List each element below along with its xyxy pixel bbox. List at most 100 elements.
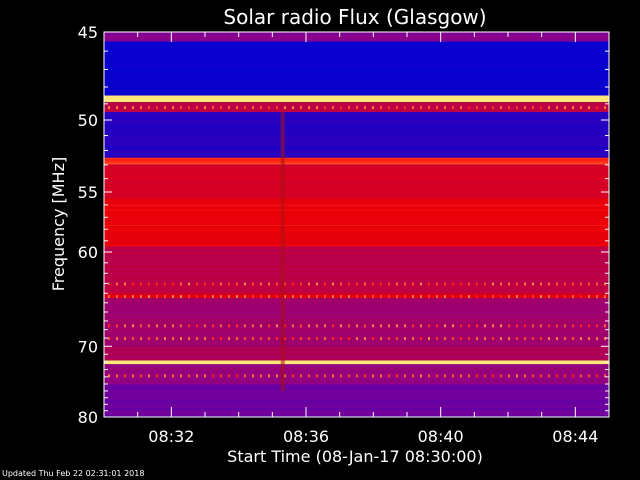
band-texture-line bbox=[104, 133, 609, 135]
band-texture-line bbox=[104, 329, 609, 331]
emission-dot bbox=[252, 337, 254, 341]
emission-dot bbox=[324, 337, 326, 341]
emission-dot bbox=[412, 324, 414, 328]
emission-dot bbox=[372, 337, 374, 341]
emission-dot bbox=[436, 106, 438, 110]
band-texture-line bbox=[104, 350, 609, 352]
emission-dot bbox=[172, 374, 174, 378]
emission-dot bbox=[588, 337, 590, 341]
emission-dot bbox=[532, 374, 534, 378]
emission-dot bbox=[300, 337, 302, 341]
axes: 45 50 55 60 70 80 08:32 08:36 08:40 08:44 bbox=[78, 23, 610, 446]
emission-dot bbox=[484, 374, 486, 378]
emission-dot bbox=[540, 106, 542, 110]
emission-dot bbox=[572, 337, 574, 341]
emission-dot bbox=[564, 374, 566, 378]
band-texture-line bbox=[104, 281, 609, 283]
band-texture-line bbox=[104, 40, 609, 42]
band-texture-line bbox=[104, 345, 609, 347]
emission-dot bbox=[300, 106, 302, 110]
band-texture-line bbox=[104, 171, 609, 173]
emission-dot bbox=[572, 295, 574, 299]
emission-dot bbox=[284, 337, 286, 341]
emission-dot bbox=[276, 337, 278, 341]
emission-dot bbox=[108, 106, 110, 110]
emission-dot bbox=[452, 374, 454, 378]
band-texture-line bbox=[104, 66, 609, 68]
emission-dot bbox=[428, 324, 430, 328]
emission-dot bbox=[212, 374, 214, 378]
band-texture-line bbox=[104, 356, 609, 358]
emission-dot bbox=[452, 295, 454, 299]
emission-dot bbox=[500, 324, 502, 328]
emission-dot bbox=[156, 324, 158, 328]
emission-dot bbox=[524, 374, 526, 378]
emission-dot bbox=[356, 374, 358, 378]
emission-dot bbox=[420, 374, 422, 378]
emission-dot bbox=[172, 324, 174, 328]
frequency-band bbox=[104, 360, 609, 365]
emission-dot bbox=[532, 337, 534, 341]
emission-dot bbox=[124, 282, 126, 286]
emission-dot bbox=[116, 295, 118, 299]
emission-dot bbox=[204, 324, 206, 328]
emission-dot bbox=[284, 324, 286, 328]
emission-dot bbox=[460, 106, 462, 110]
emission-dot bbox=[124, 324, 126, 328]
emission-dot bbox=[196, 324, 198, 328]
band-texture-line bbox=[104, 168, 609, 170]
emission-dot bbox=[388, 337, 390, 341]
emission-dot bbox=[548, 295, 550, 299]
emission-dot bbox=[428, 295, 430, 299]
emission-dot bbox=[244, 324, 246, 328]
emission-dot bbox=[356, 295, 358, 299]
emission-dot bbox=[140, 337, 142, 341]
emission-dot bbox=[532, 282, 534, 286]
emission-dot bbox=[468, 324, 470, 328]
band-texture-line bbox=[104, 123, 609, 125]
band-texture-line bbox=[104, 304, 609, 306]
band-texture-line bbox=[104, 89, 609, 91]
y-tick-label: 45 bbox=[78, 23, 98, 42]
emission-dot bbox=[524, 295, 526, 299]
emission-dot bbox=[548, 106, 550, 110]
emission-dot bbox=[180, 374, 182, 378]
band-texture-line bbox=[104, 179, 609, 181]
band-texture-line bbox=[104, 376, 609, 378]
emission-dot bbox=[268, 374, 270, 378]
emission-dot bbox=[180, 106, 182, 110]
emission-dot bbox=[148, 106, 150, 110]
emission-dot bbox=[252, 106, 254, 110]
emission-dot bbox=[236, 282, 238, 286]
emission-dot bbox=[460, 295, 462, 299]
band-texture-line bbox=[104, 159, 609, 161]
emission-dot bbox=[396, 106, 398, 110]
emission-dot bbox=[172, 337, 174, 341]
emission-dot bbox=[308, 106, 310, 110]
emission-dot bbox=[108, 337, 110, 341]
emission-dot bbox=[124, 337, 126, 341]
emission-dot bbox=[220, 374, 222, 378]
emission-dot bbox=[556, 106, 558, 110]
band-texture-line bbox=[104, 276, 609, 278]
emission-dot bbox=[276, 282, 278, 286]
emission-dot bbox=[292, 324, 294, 328]
emission-dot bbox=[468, 282, 470, 286]
emission-dot bbox=[580, 106, 582, 110]
emission-dot bbox=[196, 337, 198, 341]
frequency-band bbox=[104, 164, 609, 199]
emission-dot bbox=[156, 295, 158, 299]
band-texture-line bbox=[104, 232, 609, 234]
emission-dot bbox=[596, 295, 598, 299]
emission-dot bbox=[588, 295, 590, 299]
emission-dot bbox=[596, 324, 598, 328]
emission-dot bbox=[556, 337, 558, 341]
band-texture-line bbox=[104, 94, 609, 96]
emission-dot bbox=[132, 295, 134, 299]
emission-dot bbox=[116, 374, 118, 378]
band-texture-line bbox=[104, 271, 609, 273]
emission-dot bbox=[412, 282, 414, 286]
emission-dot bbox=[436, 337, 438, 341]
emission-dot bbox=[460, 282, 462, 286]
band-texture-line bbox=[104, 118, 609, 120]
